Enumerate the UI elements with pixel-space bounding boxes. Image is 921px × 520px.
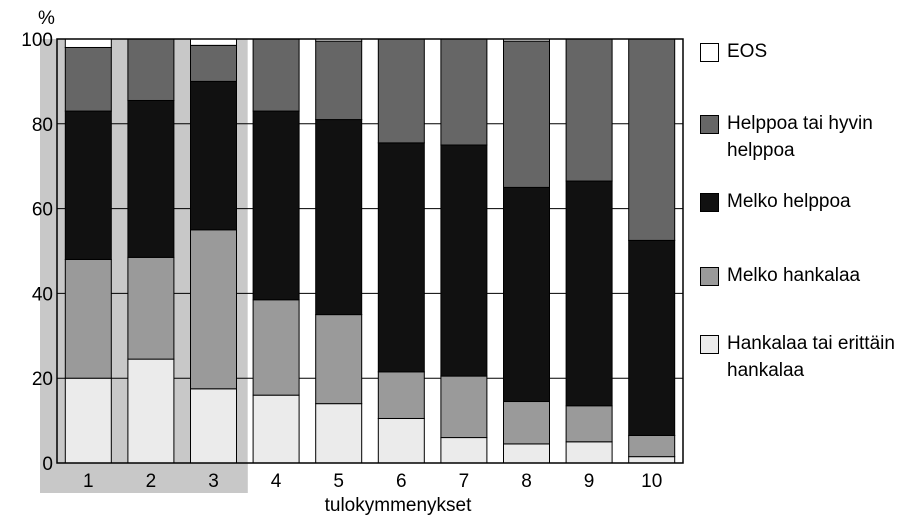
bar-segment-9-series-3 <box>565 180 613 407</box>
legend-swatch <box>700 267 719 286</box>
legend-item-3: Melko helppoa <box>700 188 917 215</box>
bar-segment-1-series-1 <box>64 377 112 464</box>
bar-segment-3-series-5 <box>190 38 237 46</box>
y-tick-label-40: 40 <box>32 284 53 305</box>
bar-segment-10-series-2 <box>628 434 676 458</box>
x-tick-label-4: 4 <box>271 471 282 492</box>
bar-segment-10-series-4 <box>628 38 676 241</box>
bar-segment-7-series-3 <box>440 144 488 377</box>
bar-segment-6-series-3 <box>377 142 425 373</box>
legend-swatch <box>700 115 719 134</box>
bar-segment-5-series-1 <box>315 403 363 464</box>
x-tick-label-7: 7 <box>459 471 470 492</box>
bar-segment-9-series-2 <box>565 405 613 443</box>
bar-segment-8-series-4 <box>503 40 550 188</box>
y-tick-label-0: 0 <box>42 454 53 475</box>
bar-segment-10-series-3 <box>628 239 676 436</box>
bar-segment-10-series-1 <box>628 456 676 464</box>
x-tick-label-10: 10 <box>641 471 662 492</box>
y-tick-label-80: 80 <box>32 115 53 136</box>
x-tick-label-3: 3 <box>208 471 219 492</box>
plot-frame <box>56 38 684 464</box>
bar-segment-5-series-3 <box>315 119 363 316</box>
bar-segment-5-series-4 <box>315 40 363 121</box>
bar-segment-9-series-1 <box>565 441 613 464</box>
x-tick-label-5: 5 <box>333 471 344 492</box>
bar-segment-6-series-1 <box>377 417 425 464</box>
bar-segment-3-series-3 <box>190 80 237 231</box>
bar-segment-4-series-1 <box>252 394 300 464</box>
x-tick-label-6: 6 <box>396 471 407 492</box>
bar-segment-3-series-4 <box>190 44 237 82</box>
bar-segment-3-series-2 <box>190 229 237 390</box>
legend-item-1: EOS <box>700 38 917 65</box>
bar-segment-1-series-4 <box>64 46 112 112</box>
legend-label: Melko hankalaa <box>727 265 861 286</box>
bar-segment-7-series-4 <box>440 38 488 146</box>
x-tick-label-2: 2 <box>146 471 157 492</box>
y-tick-label-100: 100 <box>21 30 53 51</box>
bar-segment-9-series-4 <box>565 38 613 182</box>
legend-swatch <box>700 193 719 212</box>
x-tick-label-1: 1 <box>83 471 94 492</box>
legend-label: EOS <box>727 41 768 62</box>
bar-segment-2-series-4 <box>127 38 175 101</box>
y-tick-label-20: 20 <box>32 369 53 390</box>
bar-segment-5-series-2 <box>315 314 363 405</box>
legend-item-4: Melko hankalaa <box>700 262 917 289</box>
bar-segment-4-series-4 <box>252 38 300 112</box>
x-tick-label-9: 9 <box>584 471 595 492</box>
legend-swatch <box>700 335 719 354</box>
bar-segment-7-series-1 <box>440 437 488 464</box>
bar-segment-8-series-2 <box>503 401 550 445</box>
bar-segment-4-series-2 <box>252 299 300 396</box>
x-axis-label: tulokymmenykset <box>325 495 472 515</box>
legend-label: Helppoa tai hyvin helppoa <box>727 113 873 161</box>
y-axis-label: % <box>38 8 55 29</box>
bar-segment-2-series-1 <box>127 358 175 464</box>
y-tick-label-60: 60 <box>32 200 53 221</box>
bar-segment-1-series-2 <box>64 258 112 379</box>
bar-segment-8-series-1 <box>503 443 550 464</box>
x-tick-label-8: 8 <box>521 471 532 492</box>
bar-segment-8-series-3 <box>503 186 550 403</box>
bar-segment-6-series-2 <box>377 371 425 419</box>
bar-segment-2-series-3 <box>127 99 175 258</box>
bar-segment-2-series-2 <box>127 256 175 360</box>
bar-segment-3-series-1 <box>190 388 237 464</box>
legend-item-5: Hankalaa tai erittäin hankalaa <box>700 330 917 384</box>
bar-segment-1-series-3 <box>64 110 112 260</box>
legend-label: Hankalaa tai erittäin hankalaa <box>727 333 895 381</box>
bar-segment-7-series-2 <box>440 375 488 439</box>
bar-segment-6-series-4 <box>377 38 425 144</box>
legend-swatch <box>700 43 719 62</box>
bar-segment-4-series-3 <box>252 110 300 301</box>
bar-segment-1-series-5 <box>64 38 112 48</box>
legend-item-2: Helppoa tai hyvin helppoa <box>700 110 917 164</box>
legend-label: Melko helppoa <box>727 191 851 212</box>
